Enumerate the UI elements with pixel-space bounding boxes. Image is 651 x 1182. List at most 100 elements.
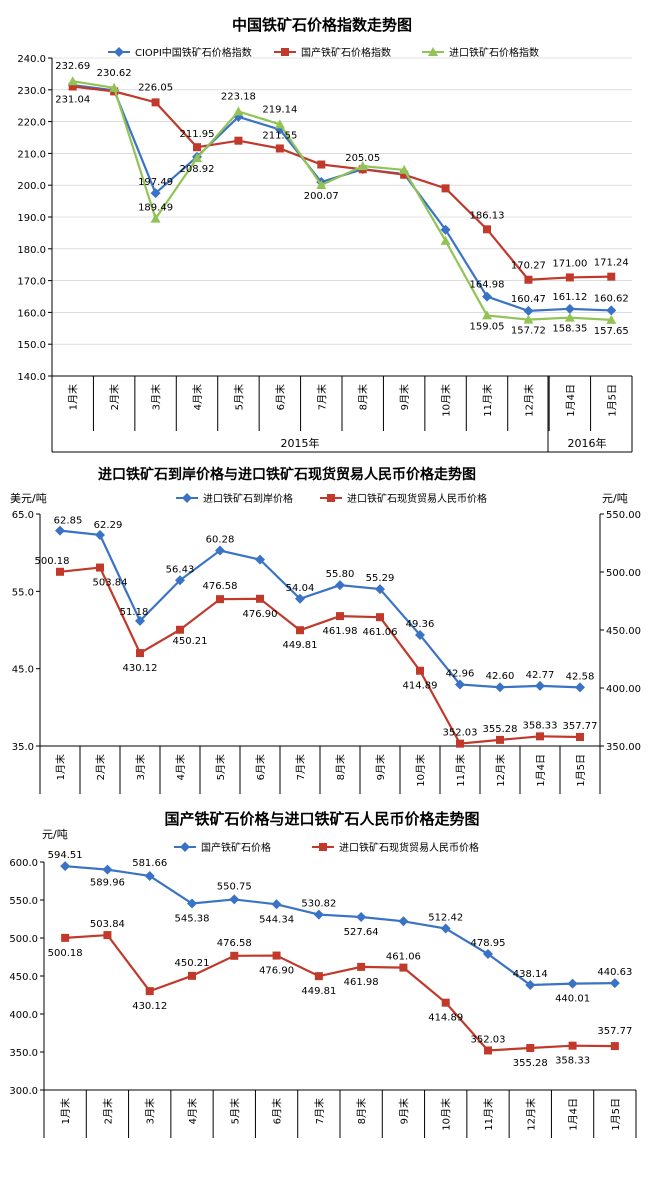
data-point — [483, 948, 493, 959]
data-label: 357.77 — [597, 1026, 632, 1037]
data-label: 352.03 — [443, 728, 478, 739]
series-line-0 — [65, 865, 615, 987]
data-label: 594.51 — [48, 850, 83, 861]
data-label: 478.95 — [471, 938, 506, 949]
data-point — [275, 144, 284, 153]
y-tick-label: 300.0 — [9, 1086, 38, 1097]
y-right-tick-label: 500.00 — [606, 568, 641, 579]
legend-marker — [327, 494, 335, 502]
x-tick-label: 7月末 — [313, 1098, 326, 1124]
data-label: 164.98 — [470, 280, 505, 291]
legend-marker — [182, 493, 192, 503]
y-tick-label: 220.0 — [17, 118, 46, 129]
data-point — [150, 213, 161, 223]
chart-cif-vs-rmb: 进口铁矿石到岸价格与进口铁矿石现货贸易人民币价格走势图 美元/吨 元/吨 进口铁… — [10, 466, 641, 794]
data-label: 42.77 — [526, 670, 555, 681]
data-point — [336, 612, 344, 621]
chart3-ylabel: 元/吨 — [42, 828, 68, 841]
data-label: 171.24 — [594, 258, 629, 269]
x-tick-label: 9月末 — [374, 754, 387, 780]
x-tick-label: 1月4日 — [535, 754, 547, 787]
data-label: 544.34 — [259, 914, 294, 925]
chart2-data-labels: 62.85 62.29 51.18 56.43 60.28 54.04 55.80 55.29… — [35, 516, 598, 739]
data-point — [455, 679, 465, 690]
data-point — [525, 980, 536, 991]
x-tick-label: 1月5日 — [575, 754, 587, 787]
data-label: 430.12 — [132, 1001, 167, 1012]
data-point — [535, 680, 545, 691]
x-tick-label: 1月末 — [59, 1098, 72, 1124]
data-point — [316, 179, 327, 189]
data-point — [415, 629, 425, 640]
data-point — [441, 998, 450, 1007]
x-tick-label: 6月末 — [271, 1098, 284, 1124]
y-tick-label: 350.0 — [9, 1048, 38, 1059]
data-label: 197.49 — [138, 177, 173, 188]
chart1-legend: CIOPI中国铁矿石价格指数 国产铁矿石价格指数 进口铁矿石价格指数 — [108, 46, 539, 59]
data-point — [483, 225, 491, 234]
legend-marker — [281, 48, 289, 56]
data-point — [523, 305, 534, 316]
x-tick-label: 1月末 — [54, 754, 67, 780]
x-tick-label: 11月末 — [454, 754, 467, 787]
data-point — [187, 898, 197, 909]
y-tick-label: 160.0 — [17, 308, 46, 319]
data-point — [399, 963, 408, 972]
chart-price-index: 中国铁矿石价格指数走势图 CIOPI中国铁矿石价格指数 国产铁矿石价格指数 进口铁矿… — [17, 16, 633, 453]
data-point — [102, 864, 113, 875]
y-tick-label: 35.0 — [12, 742, 34, 753]
data-label: 440.01 — [555, 994, 590, 1005]
chart3-title: 国产铁矿石价格与进口铁矿石人民币价格走势图 — [164, 810, 479, 828]
y-tick-label: 450.0 — [9, 972, 38, 983]
data-point — [192, 153, 202, 163]
data-point — [296, 626, 304, 635]
y-right-tick-label: 550.00 — [606, 510, 641, 521]
data-label: 62.85 — [54, 516, 83, 527]
y-tick-label: 55.0 — [12, 587, 34, 598]
data-label: 62.29 — [94, 520, 123, 531]
y-tick-label: 550.0 — [9, 896, 38, 907]
legend-label: 进口铁矿石现货贸易人民币价格 — [347, 492, 487, 505]
legend-marker — [180, 842, 190, 852]
data-point — [526, 1043, 535, 1052]
chart-domestic-vs-import: 国产铁矿石价格与进口铁矿石人民币价格走势图 元/吨 国产铁矿石价格 进口铁矿石现货… — [9, 810, 637, 1138]
x-tick-label: 3月末 — [134, 754, 147, 780]
data-point — [335, 580, 345, 591]
data-point — [440, 235, 451, 245]
data-point — [295, 593, 305, 604]
chart1-data-labels: 197.49 205.05 164.98 160.47 161.12 160.62 231.… — [55, 61, 629, 337]
x-tick-label: 1月5日 — [606, 384, 618, 417]
data-label: 171.00 — [552, 258, 587, 269]
data-label: 476.58 — [217, 938, 252, 949]
y-tick-label: 190.0 — [17, 213, 46, 224]
data-point — [176, 625, 184, 634]
data-label: 159.05 — [470, 321, 505, 332]
data-label: 157.65 — [594, 326, 629, 337]
data-label: 461.06 — [386, 952, 421, 963]
chart2-legend: 进口铁矿石到岸价格 进口铁矿石现货贸易人民币价格 — [176, 492, 487, 505]
data-point — [357, 962, 366, 971]
data-point — [151, 98, 160, 107]
data-label: 211.95 — [180, 129, 215, 140]
data-point — [229, 894, 240, 905]
data-point — [440, 224, 451, 235]
y-tick-label: 180.0 — [17, 245, 46, 256]
y-tick-label: 600.0 — [9, 858, 38, 869]
data-label: 430.12 — [123, 663, 158, 674]
legend-marker — [319, 843, 327, 851]
data-label: 589.96 — [90, 878, 125, 889]
data-label: 500.18 — [48, 948, 83, 959]
data-label: 476.90 — [259, 966, 294, 977]
y-tick-label: 200.0 — [17, 181, 46, 192]
x-tick-label: 12月末 — [494, 754, 507, 787]
x-tick-label: 2月末 — [94, 754, 107, 780]
data-label: 355.28 — [513, 1058, 548, 1069]
y-tick-label: 150.0 — [17, 340, 46, 351]
data-label: 503.84 — [90, 919, 125, 930]
data-point — [216, 595, 224, 604]
x-tick-label: 10月末 — [414, 754, 427, 787]
data-label: 476.58 — [203, 581, 238, 592]
data-label: 55.80 — [326, 569, 355, 580]
data-label: 51.18 — [120, 607, 149, 618]
